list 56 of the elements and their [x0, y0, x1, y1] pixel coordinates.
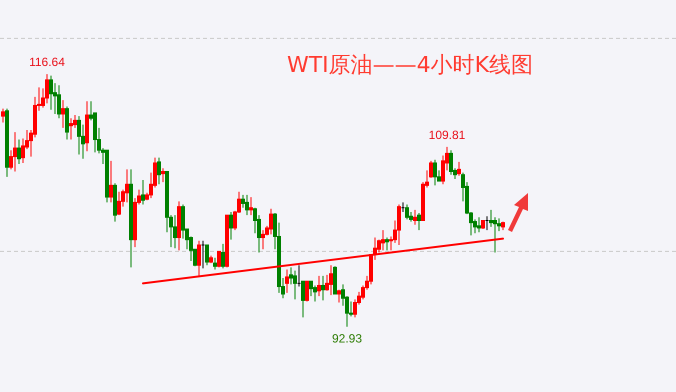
candlestick — [13, 132, 17, 172]
candlestick — [69, 118, 73, 140]
annotation: 109.81 — [428, 128, 466, 142]
candlestick — [321, 275, 325, 301]
candlestick — [57, 84, 61, 119]
candlestick — [397, 204, 401, 246]
candlestick — [161, 168, 165, 183]
candlestick — [201, 240, 205, 269]
candlestick — [433, 159, 437, 186]
candlestick — [293, 270, 297, 300]
candlestick — [45, 74, 49, 104]
text: WTI原油——4小时K线图 — [286, 53, 534, 78]
candlestick — [261, 230, 265, 250]
candlestick — [297, 264, 301, 288]
candlestick — [313, 284, 317, 302]
candlestick — [65, 106, 69, 140]
candlestick — [457, 161, 461, 176]
candlestick — [181, 204, 185, 240]
candlestick — [337, 289, 341, 304]
candlestick — [17, 139, 21, 165]
candlestick — [317, 275, 321, 297]
candlestick — [401, 202, 405, 212]
candlestick — [489, 209, 493, 228]
candlestick — [329, 264, 333, 296]
candlestick — [305, 280, 309, 302]
candlestick — [1, 108, 5, 123]
candlestick — [477, 216, 481, 233]
candlestick — [221, 243, 225, 269]
candlestick — [301, 280, 305, 318]
candlestick — [173, 214, 177, 249]
candlestick — [285, 269, 289, 294]
candlestick — [49, 75, 53, 110]
candlestick — [405, 204, 409, 220]
candlestick — [197, 240, 201, 278]
candlestick — [385, 237, 389, 251]
candlestick — [245, 194, 249, 216]
candlestick — [125, 168, 129, 203]
candlestick — [109, 160, 113, 203]
candlestick — [117, 191, 121, 216]
candlestick — [61, 100, 65, 128]
annotation: 116.64 — [29, 55, 66, 70]
candlestick — [249, 196, 253, 216]
candlestick — [413, 209, 417, 226]
candlestick — [485, 216, 489, 231]
candlestick — [141, 180, 145, 206]
candlestick — [417, 212, 421, 231]
annotation: 92.93 — [332, 332, 362, 346]
candlestick — [269, 208, 273, 235]
candlestick — [229, 211, 233, 240]
candlestick — [205, 244, 209, 266]
candlestick — [449, 150, 453, 176]
candlestick — [381, 230, 385, 251]
candlestick — [213, 257, 217, 270]
candlestick — [77, 116, 81, 155]
candlestick — [217, 250, 221, 268]
candlestick — [157, 157, 161, 185]
